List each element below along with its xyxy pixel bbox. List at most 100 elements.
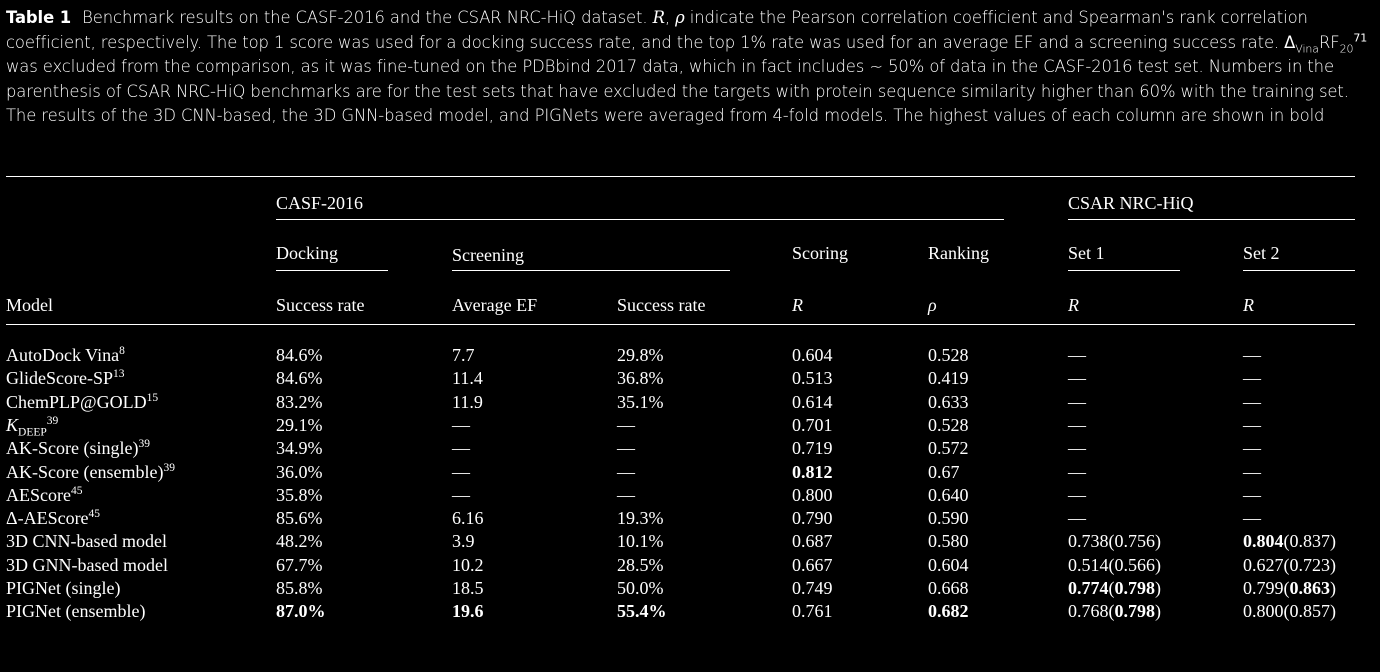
cell-ef: 10.2 [452, 554, 484, 575]
model-cell: GlideScore-SP13 [6, 367, 125, 389]
cell-s2: — [1243, 461, 1261, 482]
cell-s1a: 0.514 [1068, 554, 1109, 575]
cell-s1: — [1068, 484, 1086, 505]
cell-s2b: ( [1283, 578, 1290, 598]
cell-r: 0.790 [792, 508, 833, 529]
cell-r: 0.614 [792, 391, 833, 412]
cell-s1c: 0.798 [1114, 578, 1156, 598]
cell-s2a: 0.804 [1243, 531, 1284, 552]
cell-r: 0.604 [792, 345, 833, 365]
cell-r: 0.687 [792, 531, 833, 552]
header-bottom-rule [6, 324, 1355, 325]
header-scoring: Scoring [792, 243, 848, 263]
cell-s1: — [1068, 414, 1086, 435]
cell-s1a: 0.774 [1068, 578, 1109, 598]
cell-scr: 10.1% [617, 531, 664, 552]
cell-s2: — [1243, 368, 1261, 389]
cell-s1: — [1068, 461, 1086, 482]
cell-ef: — [452, 484, 470, 505]
model-name: Δ-AEScore [6, 508, 89, 529]
cell-s2: 0.627(0.723) [1243, 554, 1336, 576]
header-success-rate-screening: Success rate [617, 295, 706, 315]
caption-rho-symbol: ρ [675, 8, 685, 27]
cell-s2: — [1243, 345, 1261, 365]
model-ref: 45 [88, 508, 101, 521]
model-ref: 39 [163, 461, 175, 474]
cell-rho: 0.528 [928, 345, 969, 365]
top-rule [6, 176, 1355, 177]
cell-scr: 19.3% [617, 508, 664, 529]
cell-s1: 0.768(0.798) [1068, 600, 1161, 622]
cell-s1a: 0.768 [1068, 601, 1109, 622]
cell-dock: 35.8% [276, 484, 323, 505]
cell-s2: — [1243, 438, 1261, 459]
cell-s2a: 0.799 [1243, 578, 1284, 598]
cell-s2d: ) [1330, 578, 1336, 598]
cell-rho: 0.668 [928, 578, 969, 598]
header-r: R [792, 295, 803, 315]
cell-scr: 50.0% [617, 578, 664, 598]
caption-text-3: was excluded from the comparison, as it … [6, 57, 1349, 125]
cell-s1: — [1068, 438, 1086, 459]
cell-rho: 0.572 [928, 438, 969, 459]
cell-dock: 85.6% [276, 508, 323, 529]
model-ref: 8 [119, 345, 125, 357]
cell-s2: 0.800(0.857) [1243, 600, 1336, 622]
header-rho: ρ [928, 295, 937, 315]
cell-rho: 0.419 [928, 368, 969, 389]
cell-dock: 83.2% [276, 391, 323, 412]
cell-s1: — [1068, 368, 1086, 389]
cell-s1b: (0.756) [1108, 531, 1162, 552]
cell-s1d: ) [1155, 578, 1161, 598]
model-ref: 39 [138, 438, 150, 451]
header-ranking: Ranking [928, 243, 989, 263]
cell-scr: — [617, 438, 635, 459]
model-cell: 3D GNN-based model [6, 554, 168, 576]
caption-r-symbol: R [652, 8, 665, 27]
docking-rule [276, 270, 388, 271]
model-name: PIGNet (single) [6, 578, 121, 598]
caption-delta-rf: ΔVinaRF2071 [1284, 31, 1368, 55]
cell-s1c: 0.798 [1114, 601, 1156, 622]
model-ref: 15 [146, 391, 159, 404]
cell-s2: — [1243, 508, 1261, 529]
header-set1: Set 1 [1068, 243, 1105, 263]
cell-s2a: 0.800 [1243, 601, 1284, 622]
header-success-rate: Success rate [276, 295, 365, 315]
cell-rho: 0.580 [928, 531, 969, 552]
header-docking: Docking [276, 243, 338, 263]
cell-r: 0.719 [792, 438, 833, 459]
model-ref: 45 [70, 484, 83, 497]
casf-rule [276, 219, 1004, 220]
cell-ef: 11.9 [452, 391, 483, 412]
cell-s1b: ( [1108, 601, 1115, 622]
model-cell: AEScore45 [6, 484, 82, 506]
cell-s2b: (0.837) [1283, 531, 1337, 552]
csar-rule [1068, 219, 1355, 220]
header-r-set2: R [1243, 295, 1254, 315]
cell-scr: 36.8% [617, 368, 664, 389]
cell-scr: — [617, 461, 635, 482]
cell-s2: 0.799(0.863) [1243, 577, 1336, 599]
model-name: AK-Score (ensemble) [6, 461, 164, 482]
screening-rule [452, 270, 730, 271]
cell-dock: 87.0% [276, 601, 326, 622]
cell-rho: 0.633 [928, 391, 969, 412]
cell-s1a: 0.738 [1068, 531, 1109, 552]
model-ref: 39 [46, 414, 59, 427]
cell-s2b: (0.723) [1283, 554, 1337, 575]
cell-dock: 85.8% [276, 578, 323, 598]
model-name: AK-Score (single) [6, 438, 139, 459]
cell-rho: 0.604 [928, 554, 969, 575]
cell-r: 0.761 [792, 601, 833, 622]
model-cell: PIGNet (ensemble) [6, 600, 145, 622]
cell-scr: 29.8% [617, 345, 664, 365]
model-name: AEScore [6, 484, 71, 505]
model-name: PIGNet (ensemble) [6, 601, 146, 622]
cell-dock: 48.2% [276, 531, 323, 552]
cell-scr: — [617, 484, 635, 505]
cell-ef: — [452, 461, 470, 482]
cell-dock: 36.0% [276, 461, 323, 482]
cell-s1: 0.514(0.566) [1068, 554, 1161, 576]
model-name: GlideScore-SP [6, 368, 113, 389]
